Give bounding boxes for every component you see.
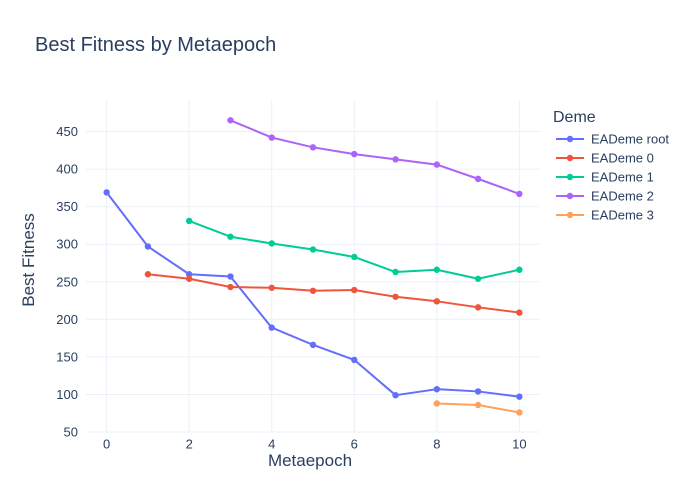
y-axis-title: Best Fitness xyxy=(19,213,38,307)
data-point[interactable] xyxy=(516,393,523,400)
legend[interactable]: Deme EADeme root EADeme 0 EADeme 1 EADeme 2… xyxy=(553,109,669,223)
series-eademe-1[interactable] xyxy=(185,217,523,282)
y-tick-label: 200 xyxy=(56,312,78,327)
data-point[interactable] xyxy=(433,266,441,273)
series-eademe-root[interactable] xyxy=(103,189,523,400)
x-tick-label: 0 xyxy=(103,437,110,452)
grid-layer xyxy=(86,100,540,433)
data-point[interactable] xyxy=(351,286,358,294)
legend-item-eademe-root[interactable]: EADeme root xyxy=(556,132,669,147)
x-axis-title: Metaepoch xyxy=(268,451,352,470)
data-point[interactable] xyxy=(474,275,482,282)
data-point[interactable] xyxy=(309,144,317,151)
legend-swatch-marker xyxy=(566,154,574,162)
data-point[interactable] xyxy=(474,401,482,409)
data-point[interactable] xyxy=(351,356,358,364)
data-point[interactable] xyxy=(433,385,441,393)
series-line-eademe-2 xyxy=(230,119,520,195)
series-layer xyxy=(103,117,523,416)
data-point[interactable] xyxy=(309,246,317,253)
y-tick-label: 50 xyxy=(64,425,78,440)
legend-swatch-marker xyxy=(566,192,574,200)
legend-label: EADeme 3 xyxy=(591,208,654,223)
data-point[interactable] xyxy=(474,175,482,183)
data-point[interactable] xyxy=(144,271,152,278)
x-tick-label: 8 xyxy=(433,437,440,452)
data-point[interactable] xyxy=(516,409,523,416)
data-point[interactable] xyxy=(268,284,275,291)
legend-item-eademe-1[interactable]: EADeme 1 xyxy=(556,170,654,185)
data-point[interactable] xyxy=(227,273,234,280)
data-point[interactable] xyxy=(227,233,234,240)
legend-swatch-marker xyxy=(566,173,574,181)
data-point[interactable] xyxy=(516,309,523,316)
data-point[interactable] xyxy=(144,243,152,250)
series-eademe-2[interactable] xyxy=(227,117,523,198)
data-point[interactable] xyxy=(309,287,317,294)
data-point[interactable] xyxy=(185,217,193,225)
data-point[interactable] xyxy=(351,150,358,158)
x-tick-label: 4 xyxy=(268,437,275,452)
data-point[interactable] xyxy=(103,189,110,196)
legend-item-eademe-3[interactable]: EADeme 3 xyxy=(556,208,654,223)
legend-items[interactable]: EADeme root EADeme 0 EADeme 1 EADeme 2 EADem… xyxy=(556,132,669,223)
data-point[interactable] xyxy=(516,266,523,273)
chart-title: Best Fitness by Metaepoch xyxy=(35,34,276,56)
legend-item-eademe-0[interactable]: EADeme 0 xyxy=(556,151,654,166)
y-tick-label: 350 xyxy=(56,199,78,214)
data-point[interactable] xyxy=(185,275,193,282)
x-tick-label: 6 xyxy=(351,437,358,452)
data-point[interactable] xyxy=(268,324,275,331)
data-point[interactable] xyxy=(392,293,399,300)
legend-item-eademe-2[interactable]: EADeme 2 xyxy=(556,189,654,204)
data-point[interactable] xyxy=(309,341,317,349)
data-point[interactable] xyxy=(392,391,399,399)
y-tick-label: 450 xyxy=(56,124,78,139)
legend-label: EADeme root xyxy=(591,132,669,147)
data-point[interactable] xyxy=(516,190,523,198)
data-point[interactable] xyxy=(392,268,399,276)
y-tick-label: 150 xyxy=(56,349,78,364)
data-point[interactable] xyxy=(474,388,482,395)
data-point[interactable] xyxy=(392,156,399,163)
data-point[interactable] xyxy=(185,271,193,278)
legend-title: Deme xyxy=(553,109,596,126)
legend-swatch-marker xyxy=(566,135,574,143)
legend-label: EADeme 2 xyxy=(591,189,654,204)
y-tick-label: 300 xyxy=(56,237,78,252)
legend-swatch-marker xyxy=(566,211,574,219)
x-tick-label: 2 xyxy=(186,437,193,452)
tick-layer: 0 2 4 6 8 10 50 100 150 200 250 300 350 400 450 xyxy=(56,124,526,452)
series-eademe-0[interactable] xyxy=(144,271,523,316)
legend-label: EADeme 1 xyxy=(591,170,654,185)
y-tick-label: 400 xyxy=(56,162,78,177)
data-point[interactable] xyxy=(227,117,234,124)
x-tick-label: 10 xyxy=(512,437,526,452)
data-point[interactable] xyxy=(268,134,275,141)
y-tick-label: 100 xyxy=(56,387,78,402)
data-point[interactable] xyxy=(433,161,441,168)
data-point[interactable] xyxy=(474,304,482,311)
data-point[interactable] xyxy=(268,240,275,247)
series-line-eademe-0 xyxy=(147,273,520,314)
data-point[interactable] xyxy=(351,253,358,261)
data-point[interactable] xyxy=(433,298,441,305)
data-point[interactable] xyxy=(227,283,234,291)
legend-label: EADeme 0 xyxy=(591,151,654,166)
y-tick-label: 250 xyxy=(56,274,78,289)
data-point[interactable] xyxy=(433,400,441,407)
series-eademe-3[interactable] xyxy=(433,400,523,416)
